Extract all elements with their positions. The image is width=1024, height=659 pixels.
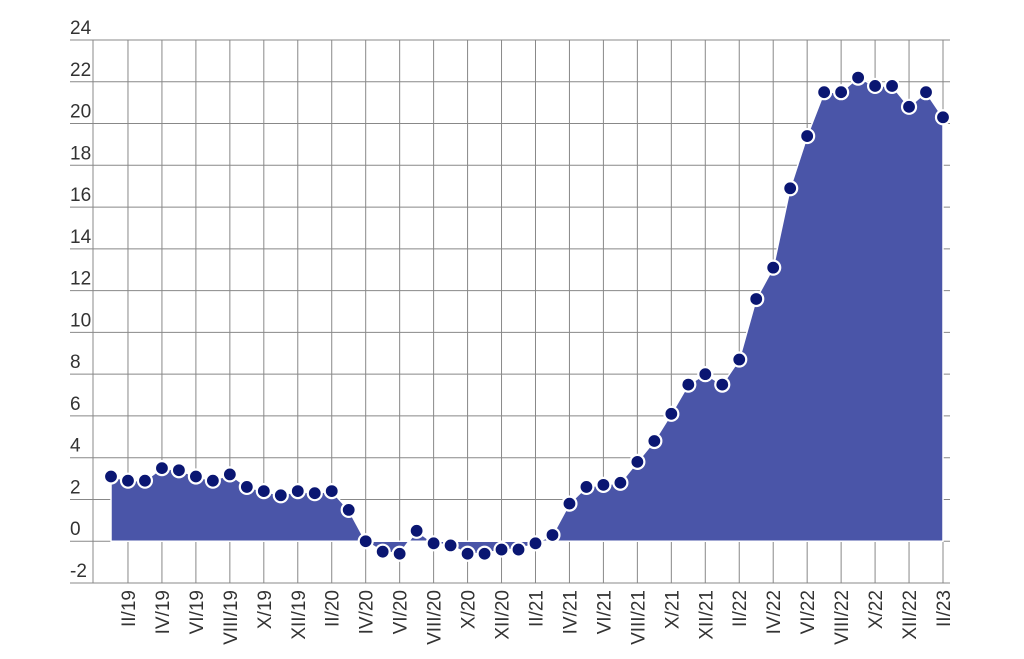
- x-tick-label: IV/20: [357, 590, 378, 634]
- data-point: [442, 537, 459, 554]
- data-point: [391, 545, 408, 562]
- data-point: [782, 180, 799, 197]
- data-point: [816, 84, 833, 101]
- x-tick-label: VI/19: [187, 590, 208, 634]
- y-tick-label: 14: [70, 227, 92, 248]
- data-point: [527, 535, 544, 552]
- data-point: [900, 98, 918, 115]
- y-tick-label: 16: [70, 185, 91, 206]
- data-point: [731, 351, 748, 368]
- x-tick-label: IV/21: [560, 590, 581, 634]
- data-point: [102, 468, 120, 485]
- data-point: [866, 77, 884, 95]
- y-tick-label: -2: [70, 561, 87, 582]
- data-point: [187, 468, 204, 485]
- x-tick-label: II/19: [119, 590, 140, 627]
- x-tick-label: II/20: [323, 590, 344, 627]
- data-point: [765, 259, 782, 276]
- data-point: [357, 533, 374, 550]
- data-point: [646, 432, 663, 450]
- data-point: [578, 478, 595, 496]
- y-tick-label: 0: [70, 519, 81, 540]
- x-tick-label: VIII/21: [628, 590, 649, 645]
- data-point: [697, 366, 714, 383]
- y-tick-label: 22: [70, 60, 91, 81]
- x-tick-label: X/20: [459, 590, 480, 629]
- data-point: [272, 487, 289, 504]
- data-markers: [102, 69, 952, 562]
- x-tick-label: X/22: [866, 590, 887, 629]
- x-tick-label: VIII/20: [425, 590, 446, 645]
- x-tick-label: VI/21: [594, 590, 615, 634]
- data-point: [153, 460, 171, 477]
- y-tick-label: 10: [70, 310, 91, 331]
- data-point: [714, 376, 731, 393]
- x-tick-label: X/21: [662, 590, 683, 629]
- data-point: [629, 453, 646, 470]
- y-tick-label: 4: [70, 436, 81, 457]
- data-point: [833, 84, 850, 101]
- data-point: [323, 483, 340, 500]
- x-axis-labels: II/19 IV/19 VI/19 VIII/19 X/19 XII/19 II/20 IV/…: [119, 590, 955, 645]
- data-point: [255, 483, 272, 500]
- x-tick-label: XII/20: [493, 590, 514, 640]
- x-tick-label: IV/22: [764, 590, 785, 634]
- data-point: [799, 127, 816, 145]
- data-point: [221, 466, 238, 483]
- x-tick-label: II/21: [526, 590, 547, 627]
- data-point: [561, 495, 578, 512]
- data-point: [425, 535, 442, 552]
- data-point: [934, 109, 952, 126]
- y-tick-label: 12: [70, 269, 91, 290]
- y-tick-label: 20: [70, 102, 91, 123]
- data-point: [544, 526, 561, 544]
- x-tick-label: IV/19: [153, 590, 174, 634]
- data-point: [306, 485, 323, 502]
- data-point: [493, 541, 510, 558]
- data-point: [136, 472, 154, 489]
- data-point: [883, 77, 901, 95]
- x-tick-label: VIII/19: [221, 590, 242, 645]
- data-point: [238, 478, 255, 496]
- x-tick-label: XII/21: [696, 590, 717, 640]
- y-tick-label: 18: [70, 143, 91, 164]
- data-point: [476, 545, 493, 562]
- x-tick-label: VIII/22: [832, 590, 853, 645]
- data-point: [595, 476, 612, 493]
- data-point: [170, 462, 188, 479]
- y-tick-label: 24: [70, 18, 92, 39]
- data-point: [917, 84, 935, 101]
- data-point: [748, 290, 765, 308]
- data-point: [680, 376, 697, 393]
- data-point: [340, 501, 357, 519]
- data-point: [119, 472, 137, 489]
- data-point: [510, 541, 527, 558]
- data-point: [850, 69, 867, 86]
- x-tick-label: II/22: [730, 590, 751, 627]
- x-tick-label: XII/22: [900, 590, 921, 640]
- data-point: [289, 483, 306, 500]
- data-point: [408, 522, 425, 539]
- data-point: [663, 405, 680, 422]
- data-point: [204, 472, 221, 489]
- y-tick-label: 2: [70, 477, 81, 498]
- data-point: [459, 545, 476, 562]
- x-tick-label: VI/20: [391, 590, 412, 634]
- x-tick-label: X/19: [255, 590, 276, 629]
- y-tick-label: 6: [70, 394, 81, 415]
- x-tick-label: II/23: [934, 590, 955, 627]
- data-point: [374, 543, 391, 560]
- data-point: [612, 474, 629, 491]
- x-tick-label: XII/19: [289, 590, 310, 640]
- area-fill: [110, 76, 944, 555]
- y-tick-label: 8: [70, 352, 81, 373]
- x-tick-label: VI/22: [798, 590, 819, 634]
